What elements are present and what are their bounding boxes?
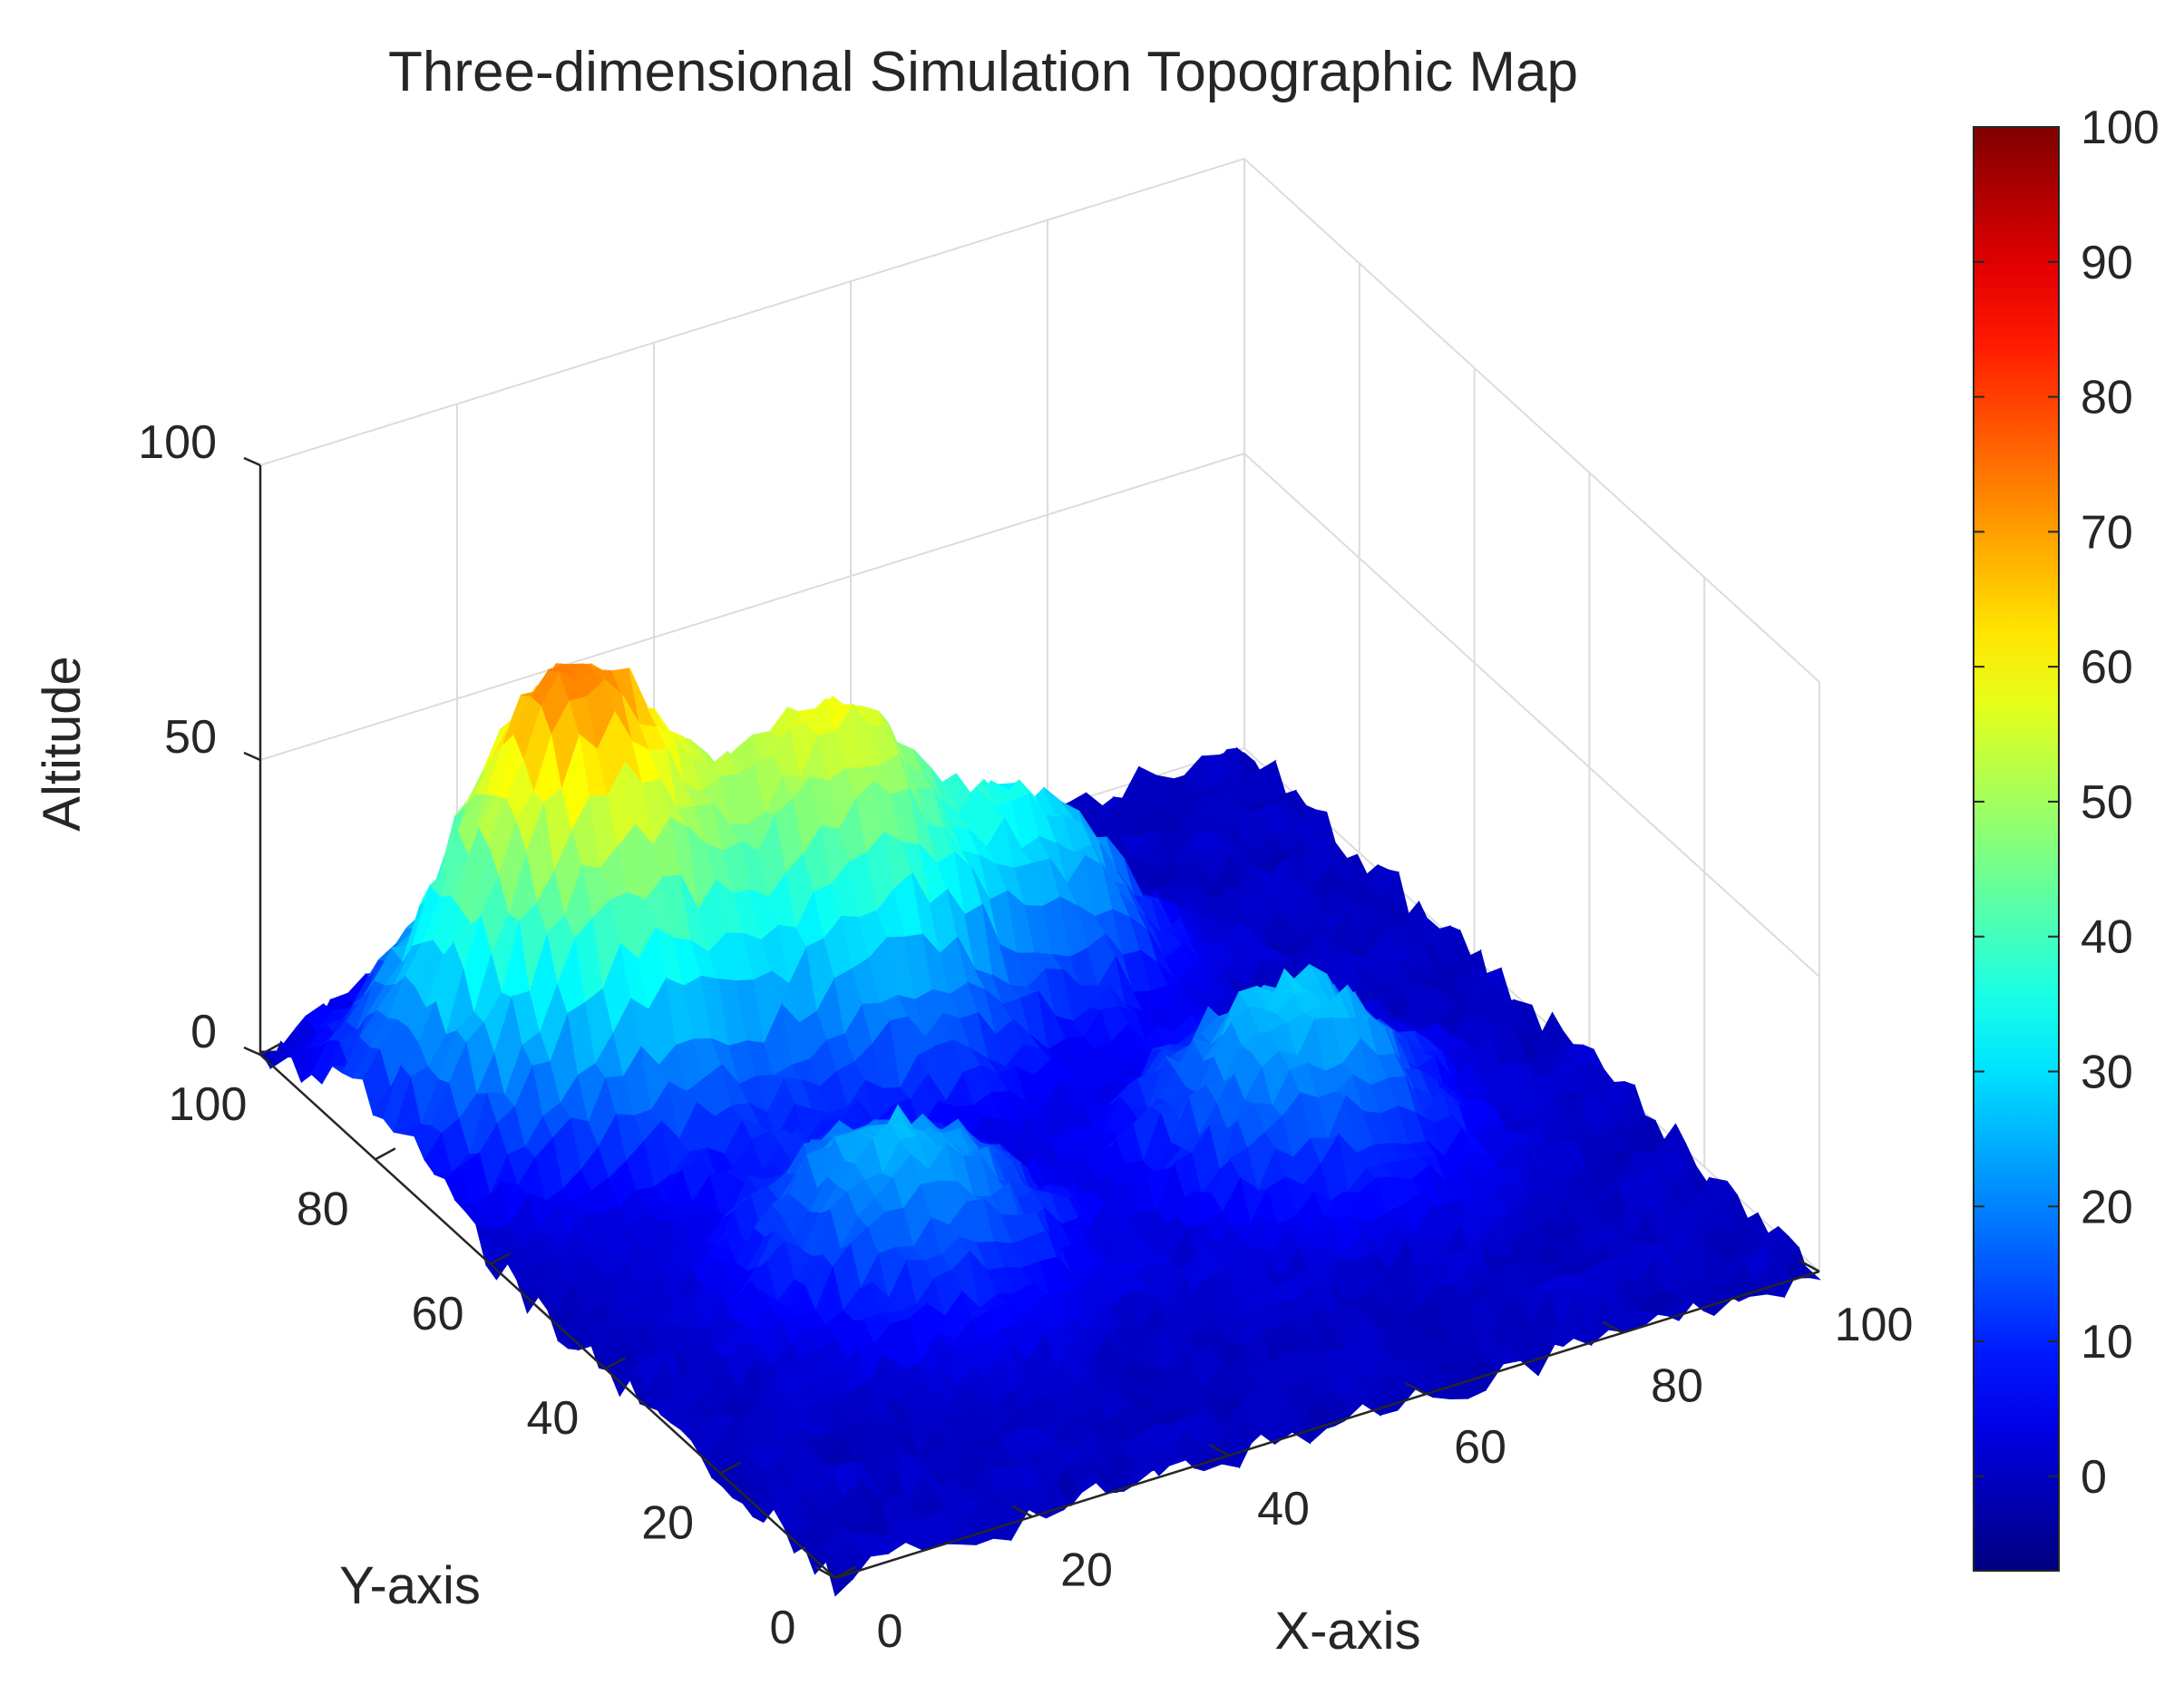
- x-tick-label: 0: [877, 1605, 903, 1658]
- colorbar-tick-label: 20: [2081, 1181, 2133, 1233]
- colorbar-gradient: [1973, 126, 2060, 1572]
- colorbar-tick-label: 100: [2081, 102, 2160, 154]
- colorbar-tick-label: 10: [2081, 1316, 2133, 1369]
- colorbar-tick-label: 30: [2081, 1046, 2133, 1098]
- colorbar: 0 10 20 30 40 50 60 70 80 90 100: [1973, 102, 2160, 1572]
- chart-title: Three-dimensional Simulation Topographic…: [388, 41, 1578, 103]
- z-axis-label: Altitude: [33, 656, 92, 831]
- z-tick-mark: [243, 456, 261, 467]
- grid-line-z: [259, 452, 1820, 978]
- z-tick-mark: [243, 751, 261, 762]
- z-tick-label: 100: [138, 416, 217, 469]
- y-tick-label: 80: [297, 1183, 349, 1235]
- colorbar-tick-label: 40: [2081, 911, 2133, 964]
- x-tick-label: 20: [1060, 1544, 1113, 1596]
- colorbar-tick-label: 50: [2081, 776, 2133, 829]
- y-tick-label: 40: [526, 1392, 579, 1445]
- y-tick-label: 0: [770, 1602, 796, 1654]
- y-tick-label: 60: [412, 1288, 464, 1340]
- colorbar-tick-label: 80: [2081, 372, 2133, 424]
- colorbar-tick-label: 0: [2081, 1451, 2107, 1504]
- colorbar-tick-label: 70: [2081, 506, 2133, 559]
- colorbar-tick-label: 90: [2081, 237, 2133, 289]
- y-tick-label: 20: [641, 1497, 694, 1550]
- x-tick-label: 40: [1257, 1483, 1310, 1535]
- colorbar-tick-label: 60: [2081, 641, 2133, 694]
- z-tick-mark: [243, 1046, 261, 1057]
- x-tick-label: 60: [1454, 1421, 1506, 1474]
- x-axis-label: X-axis: [1274, 1602, 1420, 1661]
- x-tick-label: 80: [1651, 1360, 1703, 1413]
- y-axis-label: Y-axis: [339, 1556, 481, 1615]
- surface-plot: [258, 663, 1821, 1597]
- x-tick-label: 100: [1835, 1299, 1914, 1351]
- z-tick-label: 50: [164, 711, 217, 764]
- y-tick-mark: [375, 1147, 396, 1161]
- z-tick-label: 0: [190, 1006, 217, 1058]
- y-tick-label: 100: [169, 1078, 248, 1131]
- grid-line-z: [259, 157, 1820, 683]
